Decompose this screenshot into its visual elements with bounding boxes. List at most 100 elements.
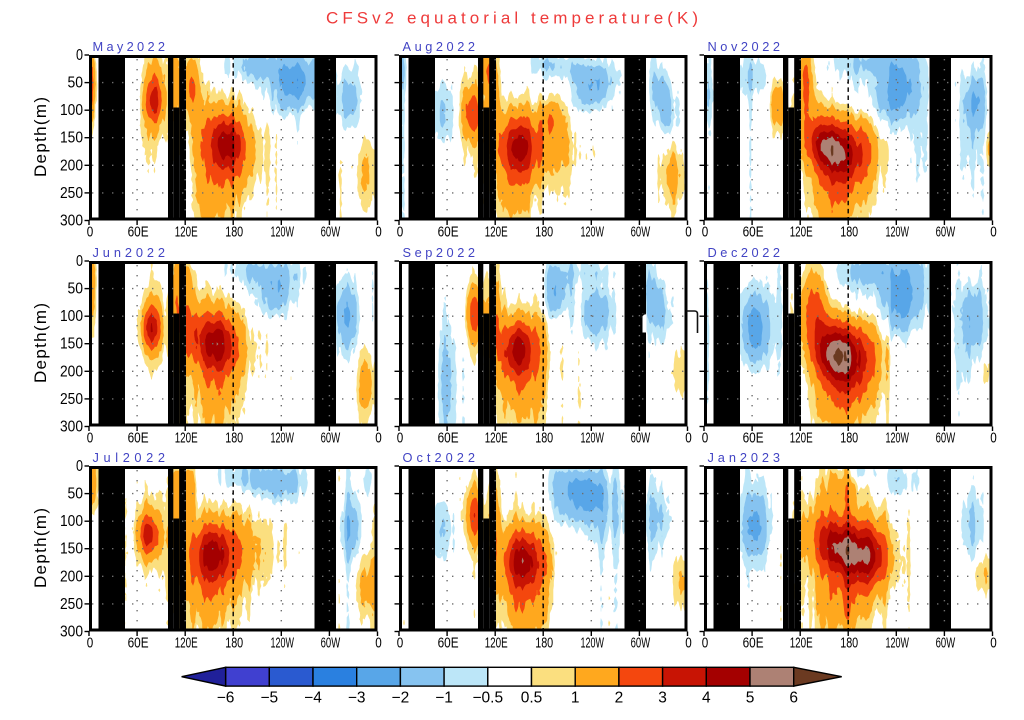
svg-text:0: 0 (87, 431, 94, 447)
svg-text:60E: 60E (743, 431, 764, 447)
svg-text:0: 0 (397, 636, 404, 652)
svg-text:300: 300 (60, 213, 83, 230)
svg-text:0: 0 (685, 636, 692, 652)
svg-text:200: 200 (60, 157, 83, 174)
svg-text:0: 0 (990, 431, 997, 447)
svg-text:180: 180 (535, 431, 553, 447)
svg-text:120W: 120W (271, 431, 295, 447)
svg-text:2: 2 (615, 690, 624, 707)
svg-text:100: 100 (60, 513, 83, 530)
svg-text:3: 3 (658, 690, 667, 707)
svg-text:0: 0 (990, 636, 997, 652)
svg-text:60E: 60E (438, 225, 459, 241)
svg-text:60W: 60W (321, 225, 341, 241)
svg-text:120E: 120E (485, 636, 508, 652)
svg-text:120W: 120W (581, 225, 605, 241)
svg-text:120W: 120W (581, 431, 605, 447)
svg-text:0: 0 (397, 225, 404, 241)
svg-text:60W: 60W (631, 431, 651, 447)
svg-text:100: 100 (60, 308, 83, 325)
svg-text:120E: 120E (485, 431, 508, 447)
svg-text:−5: −5 (260, 690, 278, 707)
svg-text:60E: 60E (743, 636, 764, 652)
svg-text:180: 180 (840, 431, 858, 447)
svg-text:120E: 120E (790, 636, 813, 652)
svg-text:60E: 60E (438, 636, 459, 652)
svg-text:0: 0 (685, 225, 692, 241)
svg-text:6: 6 (789, 690, 798, 707)
svg-text:120W: 120W (581, 636, 605, 652)
svg-text:1: 1 (571, 690, 580, 707)
svg-text:−4: −4 (304, 690, 322, 707)
svg-text:180: 180 (535, 225, 553, 241)
svg-text:180: 180 (225, 431, 243, 447)
svg-text:60W: 60W (321, 636, 341, 652)
svg-text:250: 250 (60, 596, 83, 613)
svg-text:60E: 60E (128, 225, 149, 241)
svg-text:120W: 120W (271, 225, 295, 241)
svg-text:60W: 60W (936, 431, 956, 447)
svg-text:200: 200 (60, 568, 83, 585)
svg-text:May2022: May2022 (93, 39, 166, 54)
svg-text:50: 50 (68, 281, 84, 298)
svg-text:0.5: 0.5 (521, 690, 543, 707)
svg-text:0: 0 (375, 636, 382, 652)
svg-text:0: 0 (990, 225, 997, 241)
svg-text:0: 0 (702, 636, 709, 652)
svg-text:100: 100 (60, 102, 83, 119)
svg-text:120E: 120E (790, 431, 813, 447)
svg-text:150: 150 (60, 541, 83, 558)
svg-text:0: 0 (397, 431, 404, 447)
svg-text:−0.5: −0.5 (472, 690, 503, 707)
svg-text:120W: 120W (886, 225, 910, 241)
svg-text:120E: 120E (175, 636, 198, 652)
svg-text:180: 180 (840, 636, 858, 652)
svg-text:0: 0 (76, 253, 83, 270)
svg-text:0: 0 (375, 431, 382, 447)
svg-text:120E: 120E (175, 431, 198, 447)
svg-text:180: 180 (840, 225, 858, 241)
svg-text:120E: 120E (790, 225, 813, 241)
svg-text:60W: 60W (936, 225, 956, 241)
svg-text:0: 0 (76, 458, 83, 475)
svg-text:4: 4 (702, 690, 711, 707)
svg-text:−2: −2 (392, 690, 410, 707)
svg-text:50: 50 (68, 75, 84, 92)
svg-text:300: 300 (60, 624, 83, 641)
svg-text:0: 0 (375, 225, 382, 241)
svg-text:60E: 60E (438, 431, 459, 447)
svg-text:Nov2022: Nov2022 (708, 39, 781, 54)
svg-text:−1: −1 (435, 690, 453, 707)
svg-text:60E: 60E (128, 431, 149, 447)
svg-text:0: 0 (87, 225, 94, 241)
svg-text:150: 150 (60, 130, 83, 147)
svg-text:200: 200 (60, 363, 83, 380)
svg-text:250: 250 (60, 391, 83, 408)
svg-text:120W: 120W (886, 431, 910, 447)
svg-text:0: 0 (76, 47, 83, 64)
svg-text:60W: 60W (631, 636, 651, 652)
svg-text:Sep2022: Sep2022 (403, 245, 476, 260)
svg-text:−6: −6 (217, 690, 235, 707)
svg-text:120W: 120W (886, 636, 910, 652)
svg-text:0: 0 (702, 225, 709, 241)
svg-text:0: 0 (87, 636, 94, 652)
svg-text:Jul2022: Jul2022 (93, 450, 166, 465)
svg-text:Oct2022: Oct2022 (403, 450, 476, 465)
svg-text:150: 150 (60, 336, 83, 353)
svg-text:Aug2022: Aug2022 (403, 39, 476, 54)
svg-text:120E: 120E (175, 225, 198, 241)
svg-text:60W: 60W (936, 636, 956, 652)
svg-text:180: 180 (535, 636, 553, 652)
svg-text:5: 5 (746, 690, 755, 707)
svg-text:300: 300 (60, 419, 83, 436)
svg-text:−3: −3 (348, 690, 366, 707)
svg-text:0: 0 (685, 431, 692, 447)
svg-text:0: 0 (702, 431, 709, 447)
svg-text:250: 250 (60, 185, 83, 202)
svg-text:60W: 60W (631, 225, 651, 241)
svg-text:60E: 60E (743, 225, 764, 241)
svg-text:50: 50 (68, 486, 84, 503)
svg-text:180: 180 (225, 225, 243, 241)
svg-text:120E: 120E (485, 225, 508, 241)
